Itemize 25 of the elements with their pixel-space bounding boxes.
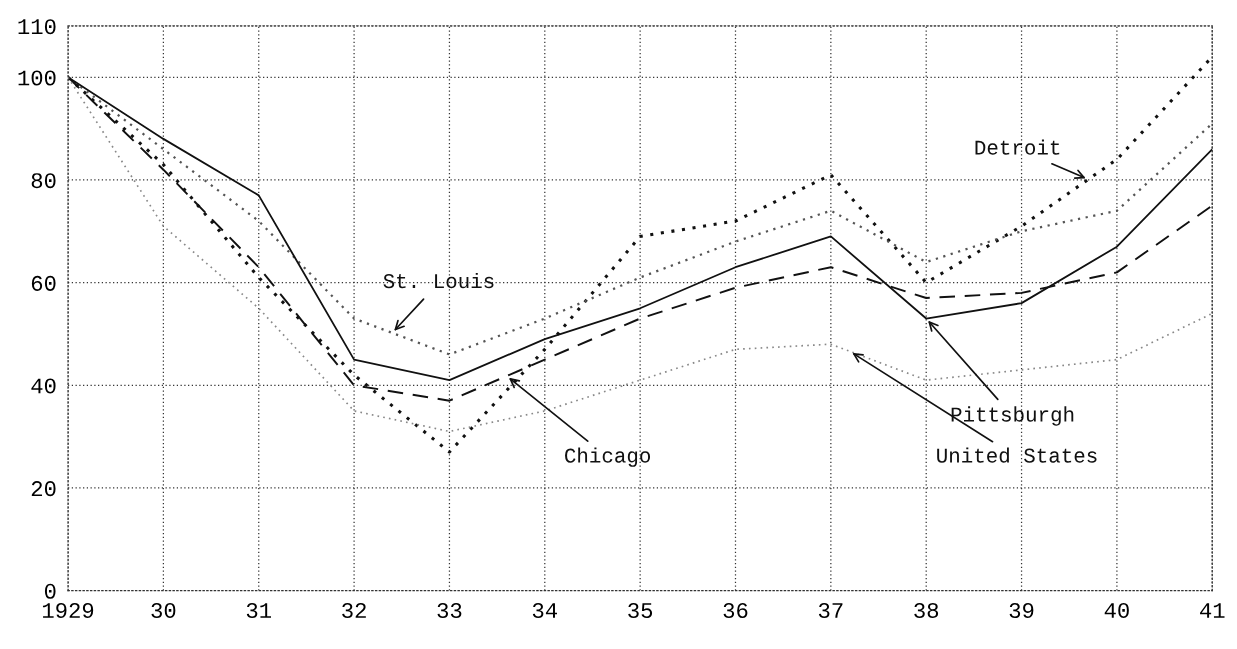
x-tick-label: 39 [1009,602,1034,619]
y-tick-label: 60 [31,275,56,291]
text: United States [937,447,1097,463]
x-tick-label: 30 [151,602,176,619]
y-tick-label: 110 [18,19,56,35]
series-label: Detroit [975,139,1060,155]
x-tick-label: 1929 [42,602,94,619]
x-tick-label: 33 [437,602,462,619]
series-label: St. Louis [383,272,494,289]
x-tick-label: 40 [1104,602,1129,619]
x-tick-label: 35 [628,602,653,619]
x-tick-label: 34 [532,602,557,619]
y-tick-label: 100 [18,70,56,86]
x-tick-label: 37 [818,602,843,619]
x-tick-label: 32 [342,602,366,619]
x-tick-label: 41 [1200,603,1225,618]
x-tick-label: 31 [246,602,271,619]
y-tick-label: 80 [31,173,56,189]
text: Pittsburgh [951,406,1074,426]
y-tick-label: 40 [31,378,56,394]
y-tick-label: 0 [44,583,56,599]
x-tick-label: 36 [723,602,748,619]
x-tick-label: 38 [914,602,939,619]
y-tick-label: 20 [31,481,56,497]
text: Chicago [565,447,651,467]
